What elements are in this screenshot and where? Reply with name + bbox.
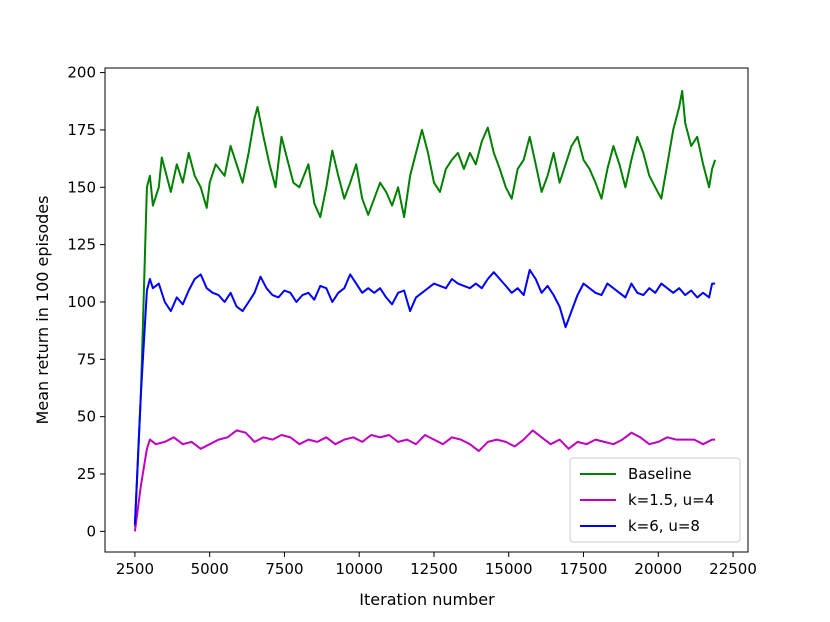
- x-tick-label: 12500: [410, 560, 458, 578]
- series-line-2: [133, 429, 716, 532]
- series-layer: [133, 89, 717, 532]
- legend: Baseline k=1.5, u=4 k=6, u=8: [569, 457, 741, 543]
- x-tick-label: 20000: [634, 560, 682, 578]
- series-line-3: [133, 268, 716, 525]
- y-axis-label: Mean return in 100 episodes: [33, 196, 52, 425]
- y-axis-ticks: 0 25 50 75 100 125 150 175 200: [67, 64, 105, 540]
- y-tick-label: 100: [67, 293, 96, 311]
- y-tick-label: 175: [67, 121, 96, 139]
- y-tick-label: 25: [77, 465, 96, 483]
- y-tick-label: 75: [77, 350, 96, 368]
- y-tick-label: 50: [77, 408, 96, 426]
- legend-label-1: Baseline: [628, 465, 692, 483]
- x-axis-label: Iteration number: [359, 590, 495, 609]
- y-tick-label: 0: [86, 522, 96, 540]
- legend-label-3: k=6, u=8: [628, 517, 700, 535]
- x-tick-label: 10000: [335, 560, 383, 578]
- legend-box: [569, 457, 741, 543]
- y-tick-label: 200: [67, 64, 96, 82]
- x-axis-ticks: 2500 5000 7500 10000 12500 15000 17500 20000 225…: [116, 552, 757, 578]
- x-tick-label: 2500: [116, 560, 154, 578]
- series-line-1: [133, 89, 717, 527]
- x-tick-label: 5000: [191, 560, 229, 578]
- x-tick-label: 22500: [709, 560, 757, 578]
- x-tick-label: 17500: [560, 560, 608, 578]
- plot-frame: [104, 67, 749, 553]
- y-tick-label: 125: [67, 236, 96, 254]
- x-tick-label: 7500: [265, 560, 303, 578]
- legend-label-2: k=1.5, u=4: [628, 491, 714, 509]
- x-tick-label: 15000: [485, 560, 533, 578]
- y-tick-label: 150: [67, 178, 96, 196]
